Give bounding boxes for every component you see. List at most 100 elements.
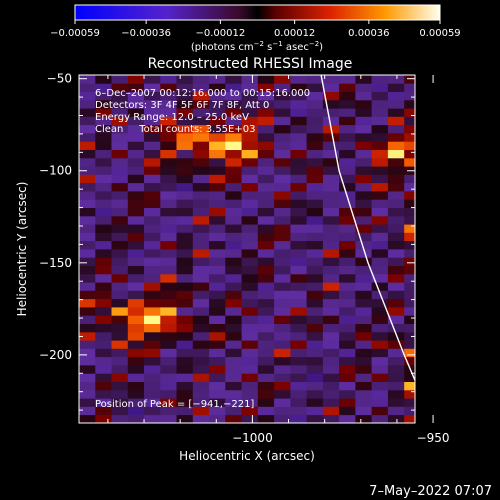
heatmap-cell	[290, 83, 308, 92]
heatmap-cell	[257, 323, 275, 333]
heatmap-cell	[322, 174, 340, 184]
heatmap-cell	[257, 174, 275, 184]
heatmap-cell	[257, 182, 275, 192]
heatmap-cell	[339, 331, 356, 341]
heatmap-cell	[127, 207, 145, 217]
heatmap-cell	[225, 207, 242, 217]
heatmap-cell	[225, 108, 242, 117]
heatmap-cell	[111, 356, 129, 366]
heatmap-cell	[95, 207, 112, 217]
heatmap-cell	[257, 290, 275, 300]
heatmap-cell	[241, 356, 259, 366]
heatmap-cell	[127, 398, 145, 407]
heatmap-cell	[339, 298, 356, 308]
heatmap-cell	[371, 356, 389, 366]
heatmap-cell	[79, 91, 96, 101]
heatmap-cell	[95, 273, 112, 283]
heatmap-cell	[290, 191, 308, 200]
heatmap-cell	[274, 307, 291, 316]
heatmap-cell	[79, 83, 96, 92]
heatmap-cell	[306, 149, 324, 159]
heatmap-cell	[339, 141, 356, 150]
heatmap-cell	[95, 381, 112, 391]
heatmap-cell	[111, 133, 129, 142]
heatmap-cell	[371, 133, 389, 142]
heatmap-cell	[290, 356, 308, 366]
heatmap-cell	[144, 290, 161, 300]
heatmap-cell	[209, 174, 226, 184]
heatmap-cell	[160, 340, 177, 349]
heatmap-cell	[176, 356, 194, 366]
heatmap-cell	[209, 149, 226, 159]
heatmap-cell	[339, 116, 356, 126]
heatmap-cell	[95, 99, 112, 109]
heatmap-cell	[160, 331, 177, 341]
heatmap-cell	[371, 207, 389, 217]
heatmap-cell	[322, 232, 340, 242]
heatmap-cell	[322, 406, 340, 416]
heatmap-cell	[355, 356, 373, 366]
heatmap-cell	[371, 257, 389, 266]
heatmap-cell	[339, 257, 356, 266]
heatmap-cell	[306, 331, 324, 341]
heatmap-cell	[387, 298, 405, 308]
heatmap-cell	[322, 91, 340, 101]
heatmap-cell	[404, 356, 415, 366]
heatmap-cell	[192, 99, 210, 109]
heatmap-cell	[241, 298, 259, 308]
heatmap-cell	[95, 174, 112, 184]
heatmap-cell	[209, 373, 226, 382]
heatmap-cell	[306, 232, 324, 242]
heatmap-cell	[144, 116, 161, 126]
heatmap-cell	[241, 99, 259, 109]
heatmap-cell	[176, 108, 194, 117]
heatmap-cell	[241, 282, 259, 291]
heatmap-cell	[127, 290, 145, 300]
heatmap-cell	[144, 157, 161, 167]
heatmap-cell	[274, 149, 291, 159]
heatmap-cells	[79, 75, 415, 423]
heatmap-cell	[209, 307, 226, 316]
heatmap-cell	[79, 149, 96, 159]
heatmap-cell	[95, 257, 112, 266]
heatmap-cell	[127, 91, 145, 101]
heatmap-cell	[371, 398, 389, 407]
plot-frame	[78, 74, 416, 424]
heatmap-cell	[95, 166, 112, 175]
heatmap-cell	[371, 340, 389, 349]
heatmap-cell	[339, 174, 356, 184]
heatmap-cell	[111, 340, 129, 349]
heatmap-cell	[274, 365, 291, 374]
footer-timestamp: 7–May–2022 07:07	[369, 484, 492, 499]
heatmap-cell	[322, 257, 340, 266]
heatmap-cell	[209, 116, 226, 126]
heatmap-cell	[160, 365, 177, 374]
heatmap-cell	[322, 224, 340, 233]
heatmap-cell	[160, 373, 177, 382]
heatmap-cell	[111, 331, 129, 341]
heatmap-cell	[387, 389, 405, 399]
heatmap-cell	[322, 365, 340, 374]
heatmap-cell	[209, 298, 226, 308]
heatmap-cell	[404, 83, 415, 92]
heatmap-cell	[371, 240, 389, 250]
heatmap-cell	[192, 149, 210, 159]
axis-ticks: −1000−950−900−50−100−150−200	[39, 72, 450, 445]
heatmap-cell	[404, 116, 415, 126]
heatmap-cell	[387, 141, 405, 150]
heatmap-cell	[241, 414, 259, 423]
heatmap-cell	[371, 273, 389, 283]
heatmap-cell	[339, 124, 356, 134]
heatmap-cell	[176, 240, 194, 250]
heatmap-cell	[209, 348, 226, 358]
annotation-time-range: 6–Dec–2007 00:12:16.000 to 00:15:16.000	[95, 88, 310, 99]
heatmap-cell	[79, 207, 96, 217]
heatmap-cell	[322, 207, 340, 217]
heatmap-cell	[95, 191, 112, 200]
heatmap-cell	[79, 273, 96, 283]
heatmap-cell	[322, 99, 340, 109]
heatmap-cell	[371, 149, 389, 159]
heatmap-cell	[241, 307, 259, 316]
heatmap-cell	[322, 265, 340, 275]
heatmap-cell	[160, 406, 177, 416]
